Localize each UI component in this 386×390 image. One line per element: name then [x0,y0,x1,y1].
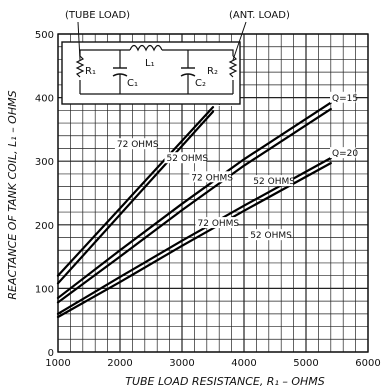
c1-label: C₁ [127,78,138,89]
annotation-label: 52 OHMS [167,154,209,164]
ant-load-pointer [232,21,247,61]
y-tick-label: 500 [35,30,54,41]
annotation-label: 52 OHMS [253,177,295,187]
series-group [56,101,332,319]
series-line [56,107,332,304]
annotation-label: 52 OHMS [250,231,292,241]
annotation-label: Q=15 [332,94,358,104]
c2-label: C₂ [195,78,206,89]
annotation-bg [248,229,290,241]
series-line [56,162,332,319]
x-tick-label: 3000 [169,358,194,369]
y-tick-label: 400 [35,94,54,105]
y-tick-label: 300 [35,157,54,168]
annotation-bg [189,171,232,183]
x-tick-label: 5000 [293,358,318,369]
y-tick-label: 100 [35,284,54,295]
ant-load-label: (ANT. LOAD) [229,10,290,21]
annotation-label: 72 OHMS [191,173,233,183]
annotation-bg [330,91,356,103]
inductor-l1-coil [129,44,163,52]
annotation-bg [195,217,238,229]
annotation-bg [251,175,294,187]
y-tick-label: 200 [35,221,54,232]
circuit-top-wire-right [162,49,234,56]
annotation-label: 72 OHMS [198,219,240,229]
series-line [56,110,215,285]
x-axis-label: TUBE LOAD RESISTANCE, R₁ – OHMS [125,375,325,388]
annotation-bg [330,147,356,159]
series-line [56,106,215,277]
series-line [56,156,332,315]
annotation-label: 72 OHMS [117,140,159,150]
annotation-label: Q=20 [332,149,358,159]
resistor-r1-zigzag [75,55,85,78]
tick-labels: 1000 2000 3000 4000 5000 6000 0 100 200 300 400 500 [35,30,381,369]
x-tick-label: 2000 [107,358,132,369]
r2-label: R₂ [207,66,218,77]
l1-label: L₁ [145,58,155,69]
x-tick-label: 1000 [45,358,70,369]
x-tick-label: 4000 [231,358,256,369]
resistor-r2-zigzag [228,55,238,78]
r1-label: R₁ [85,66,96,77]
circuit-diagram: (TUBE LOAD) (ANT. LOAD) R₁ L₁ C₁ C₂ R₂ [61,10,290,105]
tube-load-label: (TUBE LOAD) [65,10,130,21]
series-line [56,101,332,300]
y-axis-label: REACTANCE OF TANK COIL, L₁ – OHMS [6,90,19,299]
plot-frame [57,33,369,353]
annotation-bg [164,152,207,164]
circuit-top-wire [79,49,130,56]
x-tick-label: 6000 [355,358,380,369]
y-tick-label: 0 [48,348,54,359]
annotation-bg [114,138,157,150]
